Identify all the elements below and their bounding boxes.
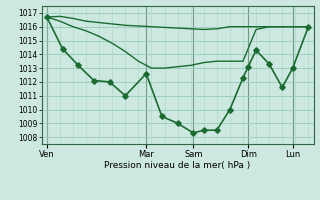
X-axis label: Pression niveau de la mer( hPa ): Pression niveau de la mer( hPa ) <box>104 161 251 170</box>
